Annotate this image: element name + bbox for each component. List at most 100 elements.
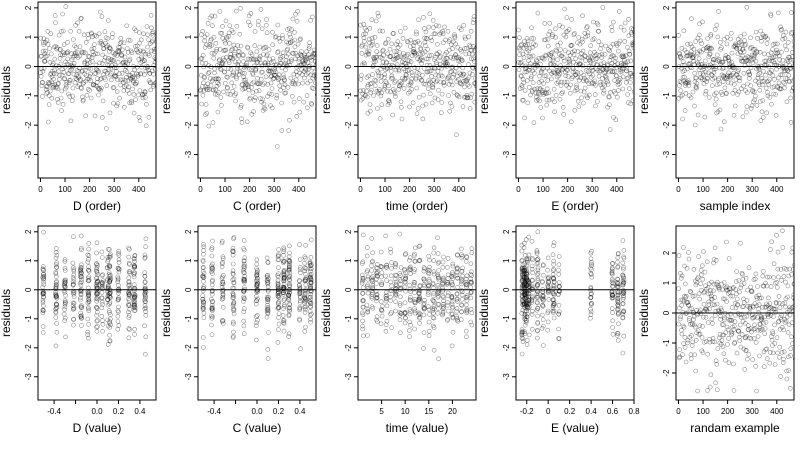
data-point [596,28,601,34]
data-point [201,274,207,280]
data-point [297,51,303,57]
data-point [522,292,528,297]
data-point [695,51,700,57]
data-point [126,301,131,307]
data-point [100,98,106,104]
data-point [264,274,270,280]
data-point [734,269,740,274]
data-point [711,70,717,75]
data-point [755,63,760,69]
data-point [417,58,423,63]
data-point [425,292,431,298]
data-point [772,60,777,66]
data-point [308,274,313,280]
data-point [739,58,745,64]
data-point [71,267,77,273]
data-point [565,63,571,69]
data-point [94,261,99,266]
data-point [449,65,455,70]
data-point [394,55,400,61]
data-point [276,286,281,291]
data-point [253,278,259,284]
data-point [775,85,781,90]
data-point [609,268,615,274]
data-point [526,298,532,303]
data-point [54,321,60,326]
data-point [388,279,394,285]
data-point [132,264,138,269]
data-point [615,292,621,298]
data-point [371,59,377,65]
data-point [551,262,557,267]
data-point [219,240,225,246]
data-point [260,96,266,102]
data-point [786,73,792,78]
data-point [150,30,155,36]
data-point [550,310,556,315]
data-point [596,74,602,79]
data-point [532,86,538,92]
y-tick-label: -1 [24,92,33,100]
data-point [778,317,784,322]
data-point [41,273,47,279]
data-point [463,259,469,264]
data-point [120,60,126,65]
data-point [227,40,232,46]
data-point [135,49,140,55]
data-point [220,36,226,41]
data-point [439,100,445,105]
data-point [84,64,89,70]
data-point [383,79,389,84]
data-point [127,38,133,43]
data-point [540,317,546,322]
data-point [375,106,380,111]
data-point [219,281,225,287]
data-point [522,39,527,44]
data-point [722,36,727,42]
data-point [519,351,525,357]
data-point [458,81,463,87]
data-point [520,295,525,300]
data-point [581,100,586,106]
data-point [308,284,313,290]
data-point [437,49,442,55]
data-point [454,265,460,271]
data-point [524,263,530,268]
data-point [389,63,395,68]
point-group [359,231,475,362]
data-point [94,296,99,302]
data-point [106,272,112,277]
data-point [385,88,391,94]
data-point [425,56,431,62]
data-point [684,265,690,271]
data-point [282,296,287,302]
data-point [132,286,138,291]
data-point [449,294,455,300]
x-axis-title: E (value) [551,421,599,435]
data-point [609,276,615,282]
data-point [436,73,441,79]
data-point [443,55,449,61]
data-point [704,45,710,50]
data-point [389,73,395,79]
data-point [466,62,471,67]
data-point [94,240,100,246]
data-point [365,309,371,314]
data-point [265,280,271,286]
data-point [402,25,408,31]
data-point [127,282,132,288]
data-point [539,279,545,284]
data-point [610,293,615,298]
data-point [302,278,308,284]
data-point [201,248,206,253]
data-point [705,44,711,49]
data-point [231,308,236,313]
data-point [79,313,84,318]
data-point [606,94,612,100]
data-point [85,87,91,92]
data-point [788,120,794,125]
data-point [711,260,716,266]
data-point [41,271,46,277]
data-point [64,80,70,85]
y-tick-label: -2 [184,121,193,129]
